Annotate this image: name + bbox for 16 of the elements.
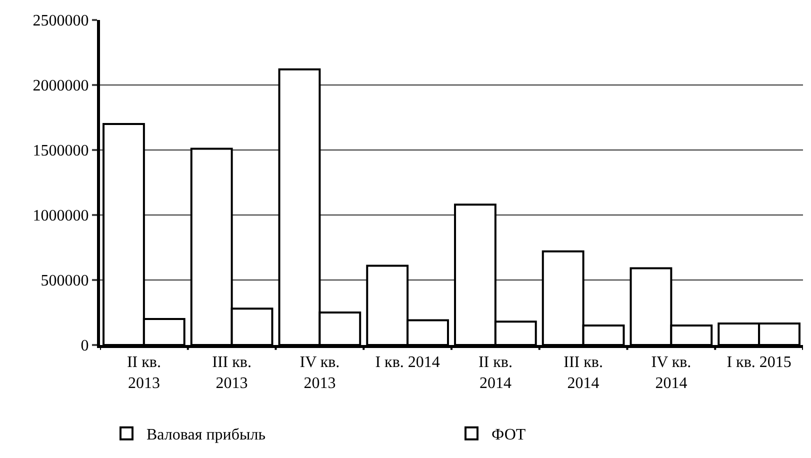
x-tick-label: II кв. 2014 [478, 354, 512, 392]
x-tick-label: I кв. 2014 [375, 354, 440, 372]
x-tick-label: I кв. 2015 [726, 354, 792, 372]
x-tick-label: III кв. 2013 [212, 354, 252, 392]
y-tick-label: 2000000 [32, 78, 89, 95]
x-tick-label: III кв. 2014 [564, 354, 603, 392]
legend-label: ФОТ [492, 426, 526, 444]
x-tick-label: IV кв. 2014 [651, 354, 692, 392]
y-tick-label: 500000 [40, 272, 89, 290]
legend-label: Валовая прибыль [146, 426, 266, 444]
y-tick-label: 2500000 [32, 12, 89, 30]
x-tick-label: II кв. 2013 [126, 354, 161, 392]
y-tick-label: 1000000 [32, 208, 89, 225]
y-tick-label: 0 [80, 338, 89, 355]
y-tick-label: 1500000 [32, 142, 89, 160]
x-tick-label: IV кв. 2013 [300, 354, 340, 392]
